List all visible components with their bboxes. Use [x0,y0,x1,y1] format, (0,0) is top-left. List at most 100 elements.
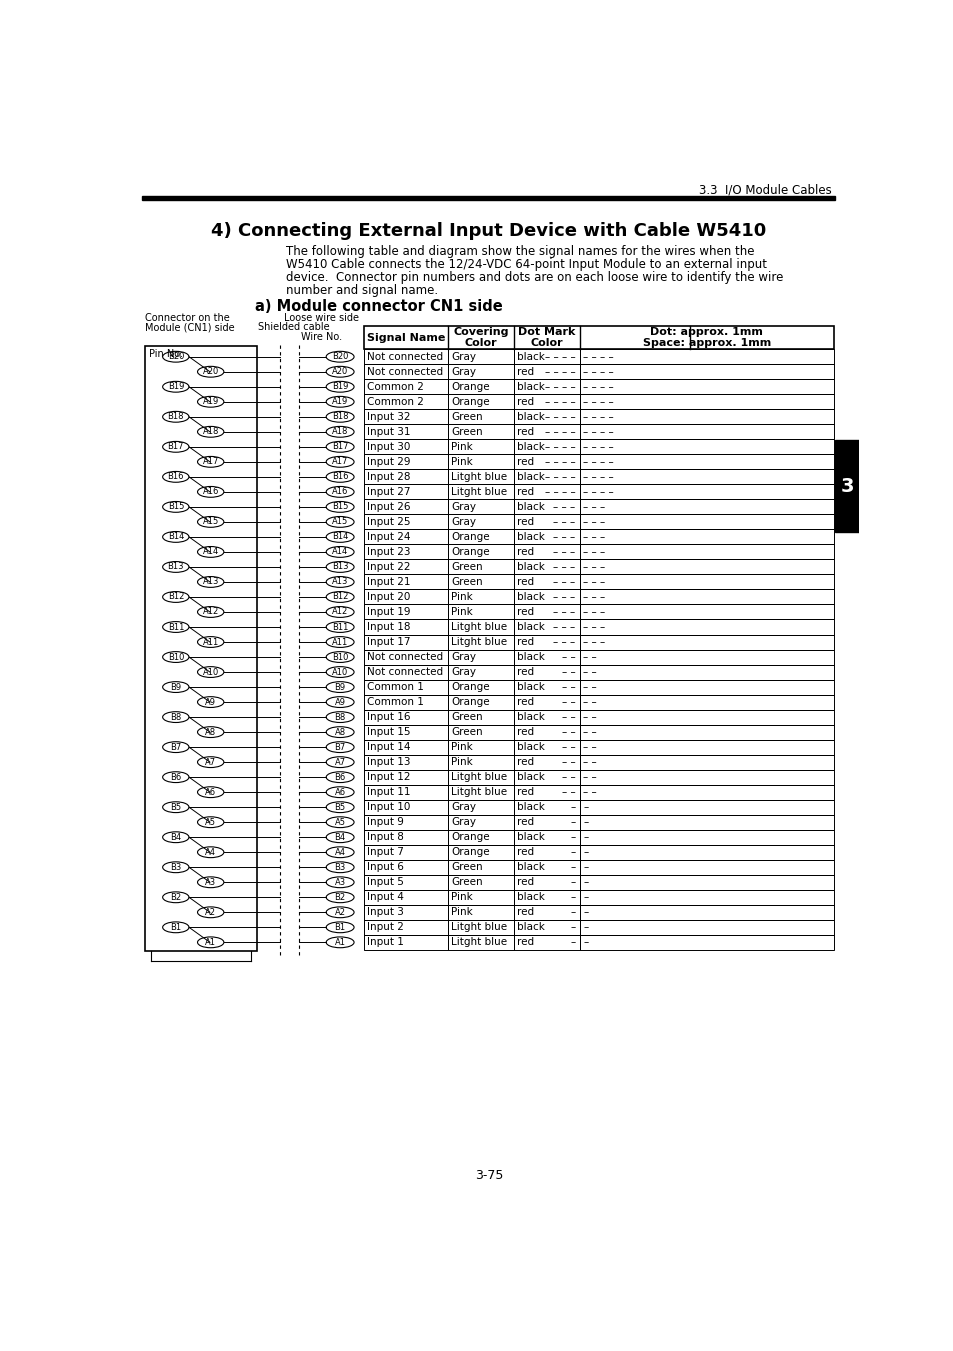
Bar [513,874,579,890]
Bar [364,830,447,844]
Text: A4: A4 [205,847,216,857]
Bar [513,635,579,650]
Bar [364,709,447,724]
Bar [364,800,447,815]
Bar [447,905,513,920]
Text: A11: A11 [332,638,348,647]
Text: Orange: Orange [451,832,489,842]
Text: Input 8: Input 8 [367,832,404,842]
Text: A18: A18 [202,427,218,436]
Text: Pink: Pink [451,908,472,917]
Text: Input 26: Input 26 [367,501,411,512]
Bar [364,574,447,589]
Text: A6: A6 [335,788,345,797]
Text: B18: B18 [332,412,348,422]
Bar [364,920,447,935]
Text: red: red [517,817,534,827]
Text: A8: A8 [335,728,345,736]
Text: black: black [517,712,544,721]
Text: A5: A5 [205,817,216,827]
Bar [579,620,833,635]
Text: Green: Green [451,862,482,873]
Text: Litght blue: Litght blue [451,773,507,782]
Text: Gray: Gray [451,366,476,377]
Text: Common 2: Common 2 [367,397,424,407]
Bar [579,424,833,439]
Bar [364,905,447,920]
Text: –: – [583,817,588,827]
Text: B4: B4 [170,832,181,842]
Bar [579,905,833,920]
Bar [447,515,513,530]
Bar [513,530,579,544]
Text: – – –: – – – [553,621,575,632]
Bar [513,694,579,709]
Bar [364,469,447,485]
Text: – – –: – – – [553,638,575,647]
Text: red: red [517,397,534,407]
Text: B2: B2 [335,893,345,901]
Text: B9: B9 [335,682,345,692]
Text: – –: – – [561,757,575,767]
Text: – – –: – – – [583,562,605,571]
Text: – – –: – – – [553,547,575,557]
Text: – –: – – [561,788,575,797]
Text: B17: B17 [332,442,348,451]
Text: B19: B19 [168,382,184,392]
Text: B16: B16 [332,473,348,481]
Bar [447,830,513,844]
Bar [513,559,579,574]
Text: – –: – – [561,697,575,707]
Text: – – –: – – – [583,532,605,542]
Text: B10: B10 [168,653,184,662]
Text: Input 30: Input 30 [367,442,410,451]
Bar [579,380,833,394]
Text: 3-75: 3-75 [475,1169,502,1182]
Bar [579,680,833,694]
Bar [513,409,579,424]
Bar [447,874,513,890]
Bar [447,620,513,635]
Bar [835,440,858,532]
Bar [447,500,513,515]
Text: black: black [517,682,544,692]
Bar [447,349,513,365]
Text: –: – [583,923,588,932]
Bar [513,485,579,500]
Text: Input 7: Input 7 [367,847,404,858]
Text: black: black [517,802,544,812]
Bar [513,815,579,830]
Text: Input 27: Input 27 [367,486,411,497]
Text: black: black [517,501,544,512]
Text: –: – [583,832,588,842]
Text: Input 20: Input 20 [367,592,410,603]
Text: black: black [517,382,544,392]
Text: B6: B6 [170,773,181,782]
Text: Covering
Color: Covering Color [453,327,508,349]
Bar [447,409,513,424]
Bar [513,859,579,874]
Text: A1: A1 [335,938,345,947]
Text: B20: B20 [332,353,348,361]
Bar [364,409,447,424]
Text: – –: – – [583,773,597,782]
Text: A15: A15 [332,517,348,527]
Bar [579,739,833,755]
Bar [579,830,833,844]
Text: Common 1: Common 1 [367,682,424,692]
Text: A8: A8 [205,728,216,736]
Text: red: red [517,607,534,617]
Text: black: black [517,892,544,902]
Text: B14: B14 [168,532,184,542]
Text: –: – [583,908,588,917]
Text: – – – –: – – – – [544,442,575,451]
Text: A20: A20 [332,367,348,376]
Text: – –: – – [583,757,597,767]
Text: 3: 3 [840,477,853,496]
Text: B18: B18 [168,412,184,422]
Bar [513,770,579,785]
Text: – –: – – [583,788,597,797]
Text: – – – –: – – – – [544,471,575,482]
Text: – – –: – – – [583,501,605,512]
Text: Input 17: Input 17 [367,638,411,647]
